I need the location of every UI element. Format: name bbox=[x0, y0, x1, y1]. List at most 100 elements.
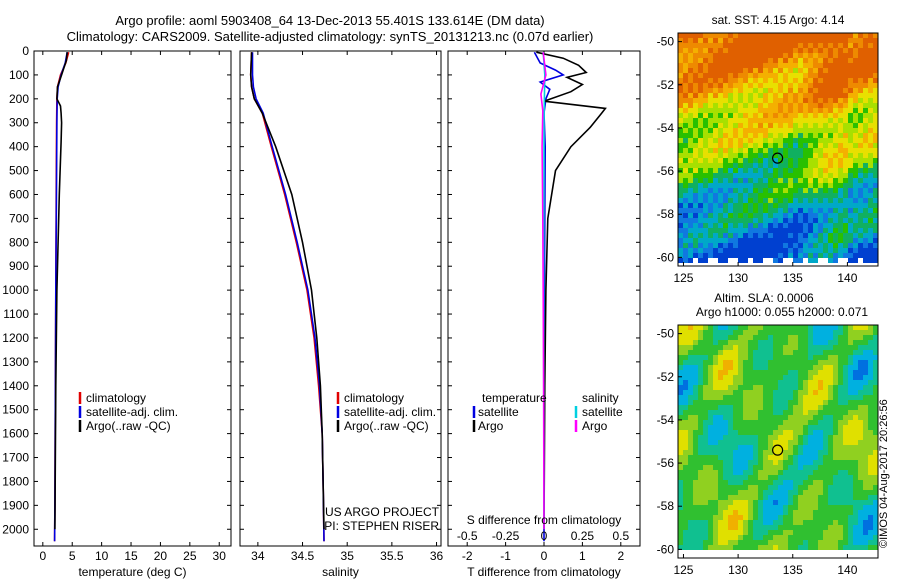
sst_map-cell bbox=[678, 218, 683, 223]
sst_map-cell bbox=[863, 148, 868, 153]
sla_map-cell bbox=[743, 335, 748, 340]
sst_map-cell bbox=[798, 208, 803, 213]
sla_map-cell bbox=[678, 470, 683, 475]
sla_map-cell bbox=[808, 435, 813, 440]
sst_map-cell bbox=[858, 198, 863, 203]
sst_map-cell bbox=[828, 143, 833, 148]
sla_map-cell bbox=[753, 475, 758, 480]
sla_map-cell bbox=[823, 475, 828, 480]
sst_map-cell bbox=[783, 133, 788, 138]
sla_map-cell bbox=[713, 335, 718, 340]
sla_map-cell bbox=[823, 335, 828, 340]
sla_map-cell bbox=[738, 385, 743, 390]
sst_map-cell bbox=[758, 68, 763, 73]
sla_map-cell bbox=[778, 380, 783, 385]
sla_map-cell bbox=[788, 390, 793, 395]
sst_map-cell bbox=[768, 188, 773, 193]
sst_map-cell bbox=[718, 168, 723, 173]
sst_map-cell bbox=[753, 258, 758, 263]
sst_map-cell bbox=[868, 93, 873, 98]
sst_map-cell bbox=[683, 63, 688, 68]
sla_map-cell bbox=[823, 415, 828, 420]
sla_map-cell bbox=[863, 350, 868, 355]
sla_map-cell bbox=[713, 525, 718, 530]
sst_map-cell bbox=[723, 208, 728, 213]
sst_map-cell bbox=[843, 48, 848, 53]
sla_map-cell bbox=[683, 515, 688, 520]
sla_map-cell bbox=[698, 500, 703, 505]
sst_map-cell bbox=[703, 98, 708, 103]
sst_map-cell bbox=[678, 103, 683, 108]
sst_map-cell bbox=[748, 173, 753, 178]
sst_map-cell bbox=[688, 58, 693, 63]
sst_map-cell bbox=[733, 103, 738, 108]
sst_map-cell bbox=[693, 103, 698, 108]
sla_map-cell bbox=[753, 430, 758, 435]
sla_map-cell bbox=[828, 465, 833, 470]
sst_map-cell bbox=[798, 233, 803, 238]
sst_map-cell bbox=[868, 78, 873, 83]
sst_map-cell bbox=[688, 218, 693, 223]
sla_map-cell bbox=[733, 395, 738, 400]
sst_map-cell bbox=[728, 38, 733, 43]
sla_map-cell bbox=[718, 370, 723, 375]
sla_map-cell bbox=[843, 345, 848, 350]
sla_map-cell bbox=[798, 520, 803, 525]
sst_map-cell bbox=[853, 58, 858, 63]
sst_map-cell bbox=[848, 253, 853, 258]
sst_map-cell bbox=[778, 208, 783, 213]
sst_map-cell bbox=[683, 73, 688, 78]
sst_map-cell bbox=[728, 253, 733, 258]
sla_map-cell bbox=[768, 360, 773, 365]
sst_map-cell bbox=[823, 168, 828, 173]
sst_map-cell bbox=[693, 88, 698, 93]
sla_map-cell bbox=[703, 385, 708, 390]
sst_map-cell bbox=[718, 113, 723, 118]
sst_map-cell bbox=[843, 103, 848, 108]
sla_map-cell bbox=[803, 330, 808, 335]
sst_map-cell bbox=[838, 153, 843, 158]
sla_map-cell bbox=[803, 485, 808, 490]
sst_map-cell bbox=[723, 78, 728, 83]
sla_map-cell bbox=[738, 460, 743, 465]
sst_map-cell bbox=[703, 223, 708, 228]
sla_map-cell bbox=[868, 420, 873, 425]
sla_map-cell bbox=[743, 365, 748, 370]
sst_map-cell bbox=[798, 118, 803, 123]
sla_map-cell bbox=[833, 500, 838, 505]
sla_map-cell bbox=[763, 380, 768, 385]
sst_map-cell bbox=[733, 208, 738, 213]
sla_map-cell bbox=[723, 420, 728, 425]
sla_map-cell bbox=[753, 355, 758, 360]
sst_map-cell bbox=[753, 248, 758, 253]
sst_map-cell bbox=[723, 33, 728, 38]
sst_map-cell bbox=[758, 43, 763, 48]
sla_map-cell bbox=[808, 460, 813, 465]
sla_map-cell bbox=[713, 365, 718, 370]
sst_map-cell bbox=[833, 83, 838, 88]
sst_map-cell bbox=[848, 83, 853, 88]
temperature-series-argo-raw-qc- bbox=[54, 52, 68, 530]
sla_map-cell bbox=[858, 480, 863, 485]
sst_map-cell bbox=[873, 83, 878, 88]
sst_map-cell bbox=[723, 88, 728, 93]
sst_map-cell bbox=[713, 143, 718, 148]
sst_map-cell bbox=[713, 138, 718, 143]
sla_map-cell bbox=[863, 510, 868, 515]
sla_map-cell bbox=[823, 410, 828, 415]
salinity-legend-label: climatology bbox=[344, 391, 404, 405]
sla_map-cell bbox=[833, 455, 838, 460]
sla_map-cell bbox=[808, 455, 813, 460]
sst_map-cell bbox=[763, 208, 768, 213]
sst_map-cell bbox=[753, 83, 758, 88]
sla_map-cell bbox=[843, 325, 848, 330]
sst_map-cell bbox=[748, 88, 753, 93]
sst_map-cell bbox=[698, 248, 703, 253]
sla_map-cell bbox=[728, 540, 733, 545]
sst_map-cell bbox=[778, 203, 783, 208]
sst_map-cell bbox=[723, 103, 728, 108]
sst_map-cell bbox=[848, 223, 853, 228]
sst_map-cell bbox=[678, 253, 683, 258]
sst_map-cell bbox=[738, 88, 743, 93]
sst_map-cell bbox=[748, 183, 753, 188]
